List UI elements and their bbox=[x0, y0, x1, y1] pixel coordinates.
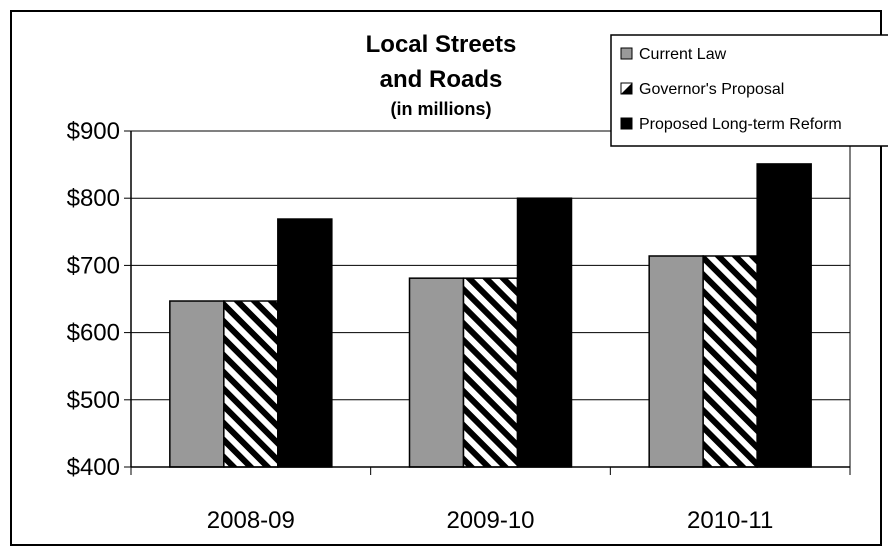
bar-current-law-2008-09 bbox=[169, 300, 225, 468]
y-tick-label: $700 bbox=[67, 252, 120, 279]
bar-current-law-2009-10 bbox=[408, 277, 465, 468]
y-tick-label: $600 bbox=[67, 320, 120, 347]
legend-swatch-long-term-reform bbox=[620, 117, 633, 130]
x-tick-label: 2009-10 bbox=[446, 507, 534, 534]
legend-item-governors-proposal: Governor's Proposal bbox=[620, 81, 784, 98]
axis-layer: $400 $500 $600 $700 $800 $900 2008-09 2009-10 20… bbox=[67, 118, 851, 534]
y-tick-label: $800 bbox=[67, 185, 120, 212]
bar-current-law-2010-11 bbox=[648, 255, 704, 468]
bars-layer bbox=[169, 163, 812, 468]
chart-title-line-2: and Roads bbox=[380, 66, 503, 93]
x-tick-label: 2008-09 bbox=[207, 507, 295, 534]
y-tick-label: $900 bbox=[67, 118, 120, 145]
bar-governor-s-proposal-2008-09 bbox=[223, 300, 279, 468]
legend-box bbox=[610, 34, 888, 147]
chart-subtitle: (in millions) bbox=[391, 99, 492, 119]
legend-label-long-term-reform: Proposed Long-term Reform bbox=[639, 116, 842, 133]
chart-title-line-1: Local Streets bbox=[366, 31, 517, 58]
legend-label-current-law: Current Law bbox=[639, 46, 727, 63]
legend-swatch-current-law bbox=[620, 47, 633, 60]
legend-item-long-term-reform: Proposed Long-term Reform bbox=[620, 116, 842, 133]
legend-item-current-law: Current Law bbox=[620, 46, 727, 63]
bar-proposed-long-term-reform-2010-11 bbox=[756, 163, 812, 468]
legend: Current Law Governor's Proposal Proposed… bbox=[610, 34, 888, 147]
y-tick-label: $400 bbox=[67, 454, 120, 481]
x-tick-label: 2010-11 bbox=[687, 507, 773, 534]
bar-proposed-long-term-reform-2008-09 bbox=[277, 218, 333, 468]
bar-proposed-long-term-reform-2009-10 bbox=[516, 197, 573, 468]
legend-label-governors-proposal: Governor's Proposal bbox=[639, 81, 784, 98]
bar-governor-s-proposal-2009-10 bbox=[462, 277, 519, 468]
bar-governor-s-proposal-2010-11 bbox=[702, 255, 758, 468]
y-tick-label: $500 bbox=[67, 387, 120, 414]
legend-swatch-governors-proposal-fill bbox=[621, 83, 632, 94]
